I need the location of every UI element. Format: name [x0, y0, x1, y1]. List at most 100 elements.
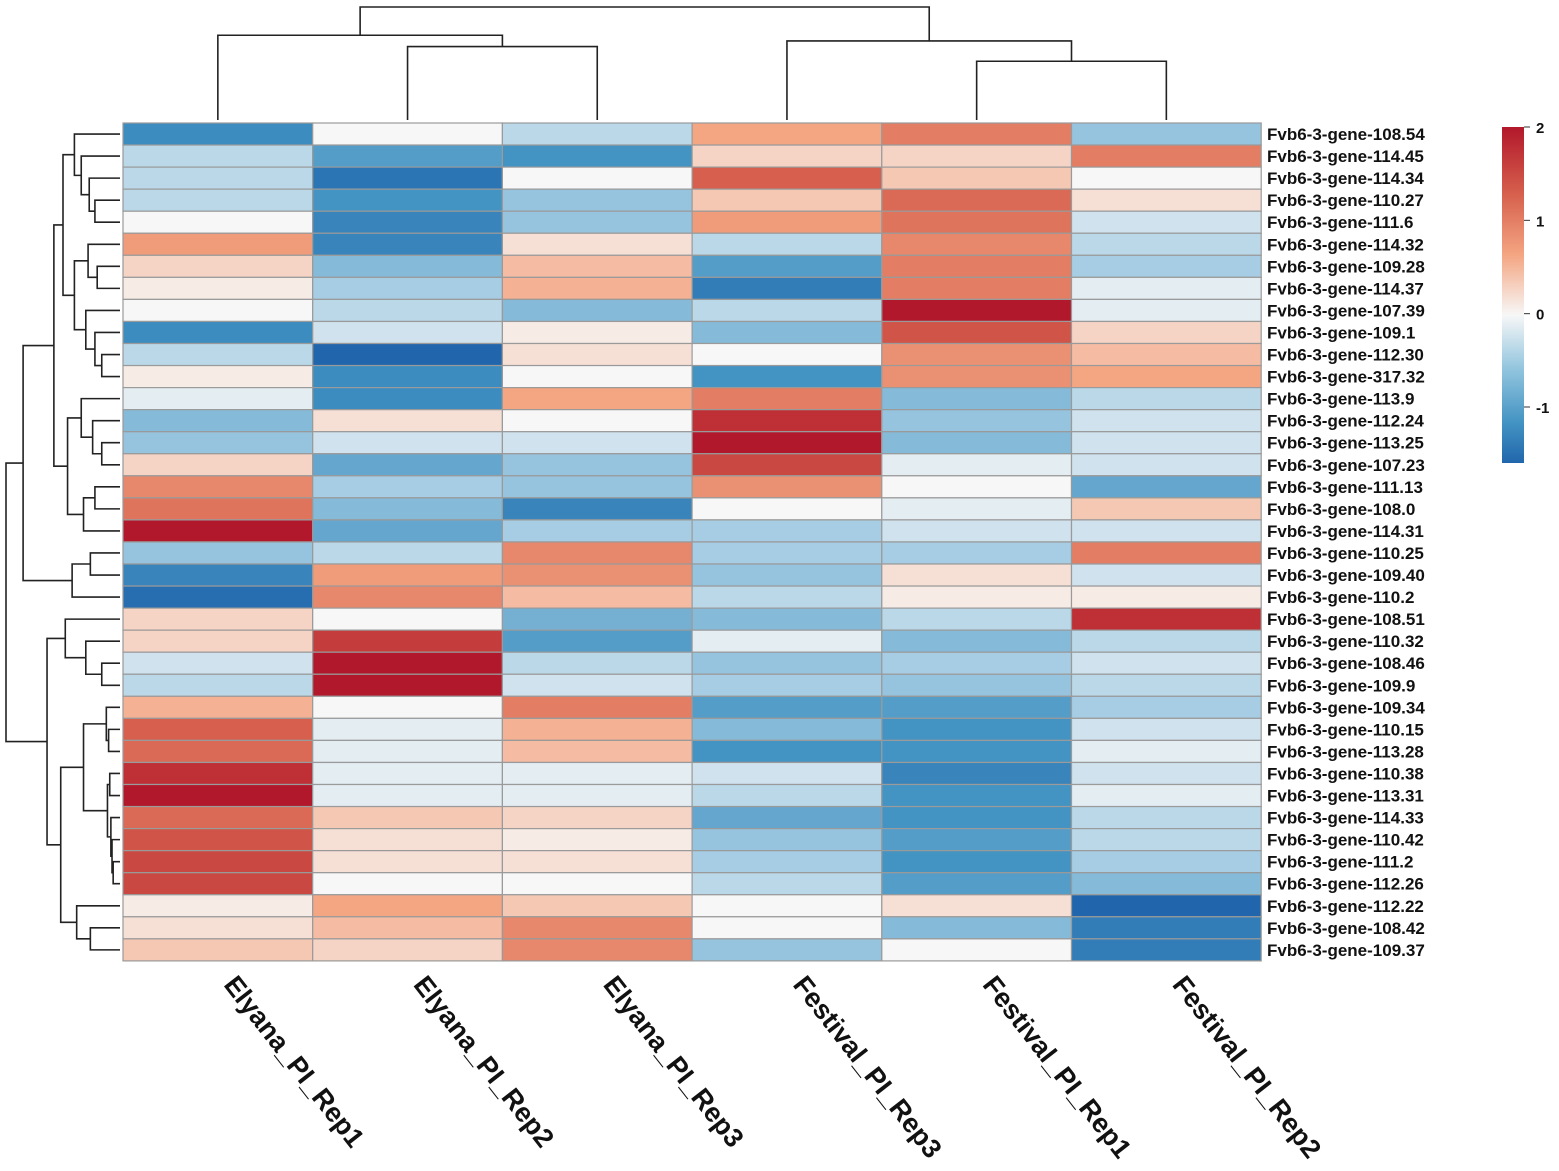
heatmap-cell [122, 144, 314, 168]
heatmap-cell [501, 453, 693, 477]
heatmap-cell [881, 827, 1073, 852]
row-label: Fvb6-3-gene-114.31 [1267, 522, 1424, 541]
heatmap-cell [691, 166, 883, 190]
heatmap-cell [312, 673, 504, 697]
heatmap-cell [691, 783, 883, 808]
heatmap-cell [881, 563, 1073, 587]
heatmap-cell [501, 541, 693, 565]
heatmap-cell [1070, 320, 1262, 345]
row-label: Fvb6-3-gene-110.15 [1267, 720, 1424, 739]
heatmap-cell [691, 805, 883, 830]
heatmap-cell [501, 894, 693, 918]
heatmap-cell [312, 364, 504, 389]
heatmap-cell [122, 364, 314, 389]
heatmap-cell [312, 475, 504, 499]
heatmap-cell [1070, 673, 1262, 697]
column-labels: Elyana_PI_Rep1 Elyana_PI_Rep2 Elyana_PI_Re… [218, 970, 1327, 1164]
heatmap-cell [312, 739, 504, 764]
row-label: Fvb6-3-gene-108.0 [1267, 500, 1415, 519]
heatmap-cell [1070, 695, 1262, 719]
dendrogram-branch [108, 772, 120, 797]
heatmap-cell [501, 916, 693, 940]
heatmap-cell [691, 585, 883, 609]
heatmap-cell [881, 761, 1073, 786]
row-label: Fvb6-3-gene-110.38 [1267, 764, 1424, 783]
heatmap-cell [881, 739, 1073, 764]
heatmap-cell [881, 320, 1073, 345]
heatmap-cell [881, 144, 1073, 168]
heatmap-cell [691, 541, 883, 565]
dendrogram-branch [5, 462, 48, 743]
row-label: Fvb6-3-gene-112.30 [1267, 346, 1424, 365]
heatmap-cell [881, 629, 1073, 653]
row-label: Fvb6-3-gene-112.24 [1267, 412, 1424, 431]
heatmap-cell [1070, 717, 1262, 741]
heatmap-cell [691, 210, 883, 234]
heatmap-cell [312, 585, 504, 609]
dendrogram-branch [112, 860, 120, 885]
heatmap-cell [501, 607, 693, 631]
heatmap-cell [501, 519, 693, 543]
row-label: Fvb6-3-gene-110.25 [1267, 544, 1424, 563]
heatmap-cell [501, 122, 693, 146]
row-dendrogram [5, 133, 120, 951]
heatmap-cell [1070, 276, 1262, 301]
heatmap-cell [501, 783, 693, 808]
heatmap-cell [691, 563, 883, 587]
heatmap-cell [312, 122, 504, 146]
dendrogram-branch [359, 6, 931, 41]
heatmap-cell [881, 673, 1073, 697]
heatmap-cell [1070, 872, 1262, 896]
heatmap-cell [312, 254, 504, 278]
heatmap-cell [881, 872, 1073, 896]
heatmap-cell [312, 695, 504, 719]
heatmap-cell [312, 144, 504, 168]
heatmap-cell [691, 144, 883, 168]
heatmap-cell [122, 761, 314, 786]
heatmap-cell [691, 320, 883, 345]
heatmap-cell [122, 872, 314, 896]
heatmap-cell [1070, 607, 1262, 631]
heatmap-cell [1070, 541, 1262, 565]
color-scale-legend: 2 1 0 -1 [1502, 120, 1549, 463]
heatmap-cell [691, 188, 883, 212]
row-label: Fvb6-3-gene-317.32 [1267, 368, 1425, 387]
heatmap-cell [501, 850, 693, 874]
heatmap-cell [881, 497, 1073, 521]
heatmap-cell [1070, 761, 1262, 786]
heatmap-cell [312, 783, 504, 808]
heatmap-cell [312, 387, 504, 411]
heatmap-cell [501, 431, 693, 455]
heatmap-cell [312, 342, 504, 367]
heatmap-cell [691, 276, 883, 301]
heatmap-cell [122, 739, 314, 764]
dendrogram-branch [975, 60, 1168, 120]
row-label: Fvb6-3-gene-110.42 [1267, 831, 1424, 850]
heatmap-cell [312, 188, 504, 212]
heatmap-cell [312, 210, 504, 234]
heatmap-cell [312, 453, 504, 477]
heatmap-cell [881, 695, 1073, 719]
heatmap-cell [1070, 122, 1262, 146]
row-label: Fvb6-3-gene-109.34 [1267, 698, 1425, 717]
heatmap-cell [122, 850, 314, 874]
column-label: Elyana_PI_Rep1 [218, 970, 370, 1153]
heatmap-cell [501, 320, 693, 345]
heatmap-cell [501, 585, 693, 609]
dendrogram-branch [85, 309, 120, 350]
heatmap-cell [122, 232, 314, 256]
heatmap-cell [122, 166, 314, 190]
row-label: Fvb6-3-gene-112.22 [1267, 897, 1424, 916]
heatmap-cell [501, 475, 693, 499]
heatmap-cell [122, 916, 314, 940]
heatmap-cell [501, 629, 693, 653]
row-label: Fvb6-3-gene-109.9 [1267, 676, 1415, 695]
heatmap-cell [312, 276, 504, 301]
heatmap-cell [122, 320, 314, 345]
row-label: Fvb6-3-gene-111.13 [1267, 478, 1423, 497]
dendrogram-branch [100, 662, 120, 687]
heatmap-cell [1070, 210, 1262, 234]
heatmap-cell [1070, 563, 1262, 587]
heatmap-cell [312, 232, 504, 256]
